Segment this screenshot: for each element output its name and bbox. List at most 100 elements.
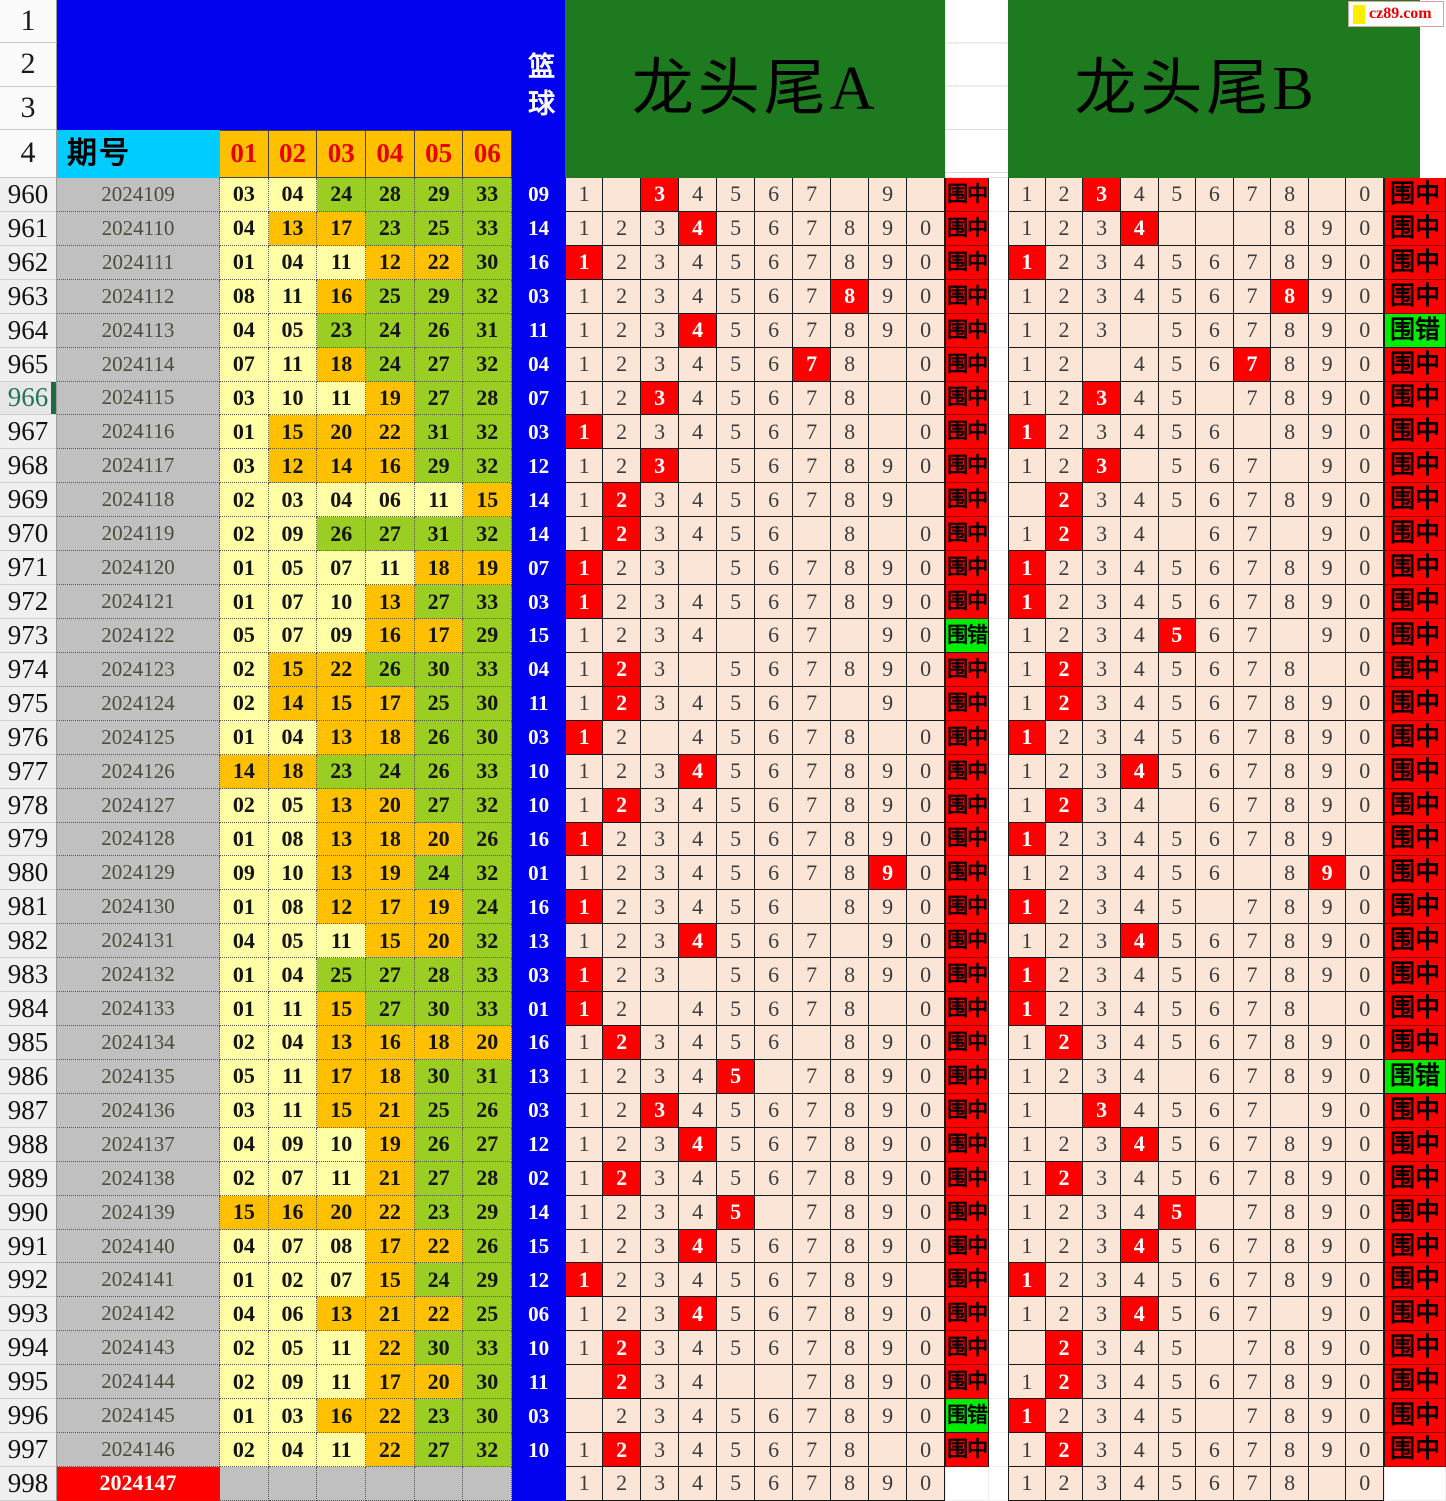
red-ball-cell[interactable]: 01 bbox=[220, 245, 269, 280]
digit-cell-a[interactable]: 7 bbox=[793, 720, 832, 755]
red-ball-cell[interactable]: 13 bbox=[317, 856, 367, 891]
digit-cell-a[interactable]: 8 bbox=[831, 720, 870, 755]
digit-cell-a[interactable]: 2 bbox=[603, 1059, 642, 1094]
red-ball-cell[interactable]: 02 bbox=[268, 1263, 318, 1298]
digit-cell-b[interactable]: 2 bbox=[1045, 788, 1084, 823]
digit-cell-a[interactable]: 9 bbox=[869, 924, 908, 959]
row-header-971[interactable]: 971 bbox=[0, 551, 57, 586]
red-ball-cell[interactable]: 30 bbox=[414, 1059, 464, 1094]
red-ball-cell[interactable] bbox=[366, 1467, 415, 1501]
digit-cell-a[interactable]: 4 bbox=[679, 1365, 718, 1400]
digit-cell-b[interactable]: 8 bbox=[1271, 415, 1309, 450]
period-cell-2024137[interactable]: 2024137 bbox=[57, 1127, 220, 1162]
digit-cell-a[interactable]: 0 bbox=[907, 1059, 946, 1094]
red-ball-cell[interactable]: 09 bbox=[268, 1365, 318, 1400]
digit-cell-a[interactable]: 4 bbox=[679, 890, 718, 925]
digit-cell-a[interactable]: 5 bbox=[717, 822, 756, 857]
digit-cell-b[interactable]: 0 bbox=[1346, 449, 1385, 484]
digit-cell-a[interactable]: 6 bbox=[755, 483, 794, 518]
digit-cell-b[interactable]: 8 bbox=[1271, 958, 1309, 993]
row-header-968[interactable]: 968 bbox=[0, 449, 57, 484]
digit-cell-a[interactable]: 4 bbox=[679, 177, 718, 212]
digit-cell-a[interactable]: 9 bbox=[869, 1059, 908, 1094]
digit-cell-b[interactable]: 3 bbox=[1083, 1297, 1121, 1332]
digit-cell-b[interactable]: 2 bbox=[1045, 720, 1084, 755]
digit-cell-b[interactable]: 9 bbox=[1308, 686, 1347, 721]
digit-cell-b[interactable]: 8 bbox=[1271, 381, 1309, 416]
digit-cell-a[interactable]: 6 bbox=[755, 890, 794, 925]
red-ball-cell[interactable]: 03 bbox=[268, 483, 318, 518]
result-cell-a[interactable]: 围中 bbox=[945, 1161, 990, 1196]
digit-cell-a[interactable]: 7 bbox=[793, 788, 832, 823]
digit-cell-b[interactable]: 2 bbox=[1045, 856, 1084, 891]
digit-cell-b[interactable]: 5 bbox=[1158, 1093, 1197, 1128]
digit-cell-a[interactable]: 2 bbox=[603, 1263, 642, 1298]
digit-cell-a[interactable]: 5 bbox=[717, 415, 756, 450]
red-ball-cell[interactable]: 22 bbox=[366, 1195, 415, 1230]
red-ball-cell[interactable]: 02 bbox=[220, 517, 269, 552]
digit-cell-a[interactable]: 1 bbox=[565, 1195, 604, 1230]
digit-cell-a[interactable]: 9 bbox=[869, 1399, 908, 1434]
digit-cell-a[interactable]: 0 bbox=[907, 618, 946, 653]
digit-cell-a[interactable]: 6 bbox=[755, 924, 794, 959]
digit-cell-b[interactable]: 4 bbox=[1120, 618, 1159, 653]
blue-ball-cell[interactable]: 13 bbox=[512, 924, 566, 959]
digit-cell-a[interactable] bbox=[717, 618, 756, 653]
digit-cell-a[interactable] bbox=[907, 686, 946, 721]
digit-cell-b[interactable]: 9 bbox=[1308, 1093, 1347, 1128]
digit-cell-a[interactable]: 4 bbox=[679, 924, 718, 959]
red-ball-cell[interactable]: 11 bbox=[317, 381, 367, 416]
red-ball-cell[interactable] bbox=[220, 1467, 269, 1501]
digit-cell-b[interactable]: 2 bbox=[1045, 381, 1084, 416]
digit-cell-a[interactable]: 7 bbox=[793, 618, 832, 653]
red-ball-cell[interactable]: 19 bbox=[366, 856, 415, 891]
digit-cell-b[interactable]: 9 bbox=[1308, 720, 1347, 755]
red-ball-cell[interactable]: 20 bbox=[414, 924, 464, 959]
digit-cell-a[interactable]: 7 bbox=[793, 177, 832, 212]
digit-cell-a[interactable] bbox=[869, 992, 908, 1027]
result-cell-a[interactable]: 围中 bbox=[945, 177, 990, 212]
digit-cell-b[interactable] bbox=[1308, 652, 1347, 687]
digit-cell-b[interactable]: 1 bbox=[1008, 652, 1046, 687]
red-ball-cell[interactable]: 31 bbox=[463, 313, 513, 348]
digit-cell-b[interactable]: 2 bbox=[1045, 585, 1084, 619]
result-cell-a[interactable]: 围中 bbox=[945, 415, 990, 450]
result-cell-b[interactable]: 围中 bbox=[1384, 1161, 1446, 1196]
digit-cell-b[interactable] bbox=[1083, 347, 1121, 382]
row-header-3[interactable]: 3 bbox=[0, 86, 57, 130]
digit-cell-b[interactable]: 6 bbox=[1196, 1026, 1234, 1060]
digit-cell-b[interactable] bbox=[1308, 177, 1347, 212]
digit-cell-b[interactable]: 7 bbox=[1233, 686, 1272, 721]
digit-cell-b[interactable]: 7 bbox=[1233, 1399, 1272, 1434]
digit-cell-a[interactable]: 1 bbox=[565, 551, 604, 586]
digit-cell-a[interactable]: 7 bbox=[793, 686, 832, 721]
digit-cell-a[interactable]: 1 bbox=[565, 958, 604, 993]
row-header-990[interactable]: 990 bbox=[0, 1195, 57, 1230]
digit-cell-a[interactable]: 4 bbox=[679, 822, 718, 857]
digit-cell-a[interactable]: 2 bbox=[603, 1127, 642, 1162]
digit-cell-b[interactable]: 1 bbox=[1008, 1263, 1046, 1298]
digit-cell-b[interactable]: 5 bbox=[1158, 279, 1197, 314]
red-ball-cell[interactable]: 22 bbox=[317, 652, 367, 687]
red-ball-cell[interactable]: 07 bbox=[268, 1161, 318, 1196]
digit-cell-a[interactable]: 8 bbox=[831, 517, 870, 552]
digit-cell-a[interactable]: 8 bbox=[831, 381, 870, 416]
digit-cell-b[interactable]: 2 bbox=[1045, 958, 1084, 993]
red-ball-cell[interactable]: 12 bbox=[268, 449, 318, 484]
digit-cell-a[interactable]: 5 bbox=[717, 1161, 756, 1196]
red-ball-cell[interactable]: 21 bbox=[366, 1161, 415, 1196]
digit-cell-b[interactable]: 0 bbox=[1346, 347, 1385, 382]
digit-cell-b[interactable]: 4 bbox=[1120, 1026, 1159, 1060]
digit-cell-a[interactable] bbox=[831, 177, 870, 212]
digit-cell-b[interactable]: 7 bbox=[1233, 1093, 1272, 1128]
digit-cell-b[interactable]: 1 bbox=[1008, 958, 1046, 993]
digit-cell-a[interactable]: 7 bbox=[793, 924, 832, 959]
digit-cell-b[interactable] bbox=[1271, 1297, 1309, 1332]
digit-cell-a[interactable]: 4 bbox=[679, 720, 718, 755]
digit-cell-b[interactable]: 5 bbox=[1158, 754, 1197, 789]
period-cell-2024127[interactable]: 2024127 bbox=[57, 788, 220, 823]
blue-ball-cell[interactable]: 10 bbox=[512, 754, 566, 789]
digit-cell-b[interactable]: 1 bbox=[1008, 279, 1046, 314]
digit-cell-a[interactable]: 8 bbox=[831, 585, 870, 619]
blue-ball-cell[interactable]: 03 bbox=[512, 1093, 566, 1128]
